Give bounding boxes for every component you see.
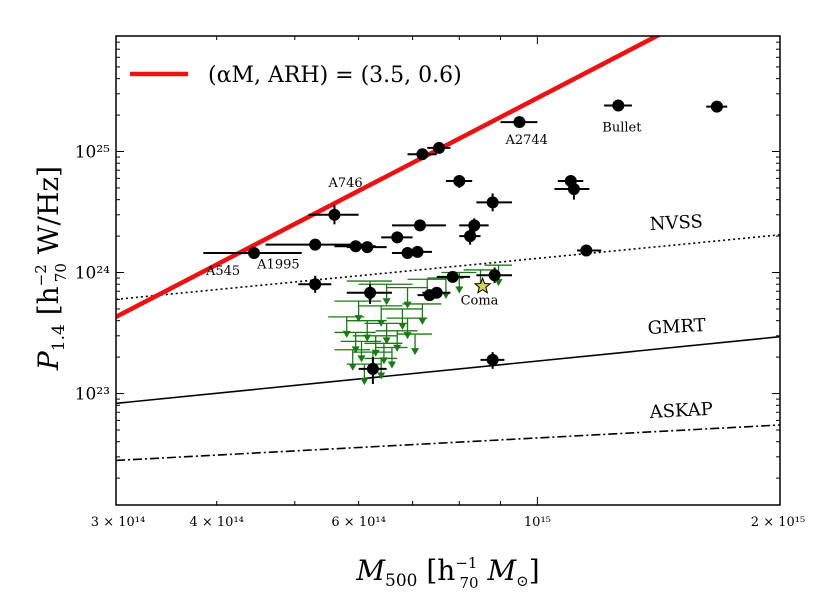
detection-point [366, 362, 379, 375]
label-a545: A545 [205, 264, 240, 279]
upper-limit-arrow [411, 348, 420, 356]
detection-point [364, 286, 377, 299]
model-line-group [116, 36, 662, 319]
coma-group [473, 276, 492, 294]
label-a2744: A2744 [504, 133, 547, 148]
detection-point [612, 99, 625, 112]
label-bullet: Bullet [602, 120, 642, 135]
detection-point [453, 175, 466, 188]
sensitivity-line-askap [116, 424, 780, 462]
x-tick-label: 4 × 10¹⁴ [189, 515, 243, 530]
y-axis-label-tail: W/Hz] [32, 166, 65, 263]
label-a746: A746 [327, 176, 362, 191]
y-axis-label-sup: −2 [32, 264, 50, 286]
upper-limit-arrow [418, 317, 427, 325]
detection-point [361, 241, 374, 254]
x-tick-label: 2 × 10¹⁵ [751, 515, 805, 530]
sensitivity-line-gmrt [116, 335, 780, 405]
upper-limit-arrow [382, 337, 391, 345]
x-axis-label-close: ] [529, 554, 540, 587]
upper-limit-arrow [360, 378, 369, 386]
x-axis-label: M500 [h−1 70 M⊙] [355, 554, 539, 592]
detection-point [401, 246, 414, 259]
sensitivity-label-gmrt: GMRT [647, 315, 706, 339]
y-tick-label: 10²³ [75, 385, 110, 405]
detection-point [464, 230, 477, 243]
detection-point [513, 116, 526, 129]
upper-limit-arrow [348, 363, 357, 371]
detection-point [413, 219, 426, 232]
detection-point [391, 231, 404, 244]
x-axis-label-tail-sub: ⊙ [516, 572, 529, 590]
model-line [116, 36, 662, 319]
sensitivity-label-askap: ASKAP [648, 399, 713, 423]
upper-limit-arrow [387, 361, 396, 369]
detection-point [486, 196, 499, 209]
detection-point [411, 245, 424, 258]
x-axis-label-main: M [355, 554, 386, 587]
legend-text: (αM, ARH) = (3.5, 0.6) [208, 63, 462, 88]
upper-limit-arrow [357, 355, 366, 363]
label-a1995: A1995 [256, 257, 299, 272]
detection-point [416, 148, 429, 161]
x-axis-label-rest: [h [417, 554, 455, 587]
y-axis-label-unit-sub: 70 [52, 263, 70, 282]
coma-star [473, 276, 492, 294]
detection-point [488, 269, 501, 282]
detection-point [328, 208, 341, 221]
upper-limit-arrow [494, 279, 503, 287]
x-axis-label-tail: M [479, 554, 518, 587]
detection-point [309, 278, 322, 291]
upper-limit-arrow [441, 292, 450, 300]
detection-point [430, 286, 443, 299]
label-coma: Coma [461, 293, 499, 308]
y-tick-label: 10²⁴ [75, 264, 110, 284]
upper-limit-arrow [393, 344, 402, 352]
y-axis-label-rest: [h [32, 286, 65, 324]
detection-point [567, 182, 580, 195]
detection-point [580, 244, 593, 257]
detection-point [446, 270, 459, 283]
sensitivity-line-nvss [116, 233, 780, 301]
x-tick-label: 6 × 10¹⁴ [331, 515, 385, 530]
y-axis-label-main: P [32, 350, 65, 371]
x-axis-label-sub: 500 [385, 571, 417, 591]
detection-point [486, 353, 499, 366]
detection-point [710, 100, 723, 113]
upper-limit-arrow [455, 286, 464, 294]
detections-group [203, 99, 728, 384]
y-axis-label-sub: 1.4 [49, 324, 69, 351]
sensitivity-label-nvss: NVSS [649, 211, 703, 235]
plot-frame [115, 35, 781, 506]
y-tick-label: 10²⁵ [75, 142, 110, 162]
x-axis-label-unit-sub: 70 [459, 574, 478, 592]
x-tick-label: 3 × 10¹⁴ [91, 515, 145, 530]
upper-limit-arrow [377, 372, 386, 380]
detection-point [468, 219, 481, 232]
legend-group: (αM, ARH) = (3.5, 0.6) [130, 63, 462, 88]
y-axis-label: P1.4 [h−2 70 W/Hz] [32, 166, 70, 371]
detection-point [309, 238, 322, 251]
detection-point [248, 246, 261, 259]
detection-point [433, 141, 446, 154]
upper-limit-arrow [398, 322, 407, 330]
x-axis-label-sup: −1 [455, 554, 477, 572]
upper-limit-arrow [382, 298, 391, 306]
sensitivity-lines-group [116, 233, 780, 462]
point-labels-group: NVSS GMRT ASKAP A545 A1995 A746 A2744 Bullet Com… [205, 120, 713, 423]
axes-group: 3 × 10¹⁴ 4 × 10¹⁴ 6 × 10¹⁴ 10¹⁵ 2 × 10¹⁵ 10²³… [32, 35, 805, 592]
x-tick-label: 10¹⁵ [524, 515, 551, 530]
